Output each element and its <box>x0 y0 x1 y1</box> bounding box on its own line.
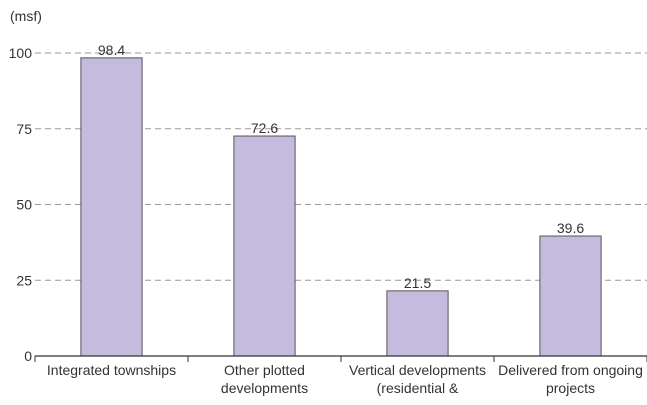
bar <box>80 57 143 357</box>
y-tick-label: 75 <box>16 121 32 137</box>
y-axis-ticks: 0 25 50 75 100 <box>9 45 33 364</box>
data-label: 98.4 <box>98 42 125 58</box>
x-tick-label: projects <box>546 380 595 396</box>
x-tick-label: developments <box>221 380 308 396</box>
data-label: 21.5 <box>404 275 431 291</box>
y-tick-label: 25 <box>16 272 32 288</box>
x-tick-label: Delivered from ongoing <box>498 362 643 378</box>
y-axis-unit-label: (msf) <box>10 8 42 24</box>
x-tick-label: Vertical developments <box>349 362 486 378</box>
bar <box>233 135 296 357</box>
bar <box>386 290 449 357</box>
x-axis-labels: Integrated townships Other plotted develop… <box>47 362 643 396</box>
x-tick-label: Other plotted <box>224 362 305 378</box>
value-labels: 98.4 72.6 21.5 39.6 <box>98 42 584 291</box>
y-tick-label: 100 <box>9 45 33 61</box>
bars <box>80 57 602 357</box>
x-tick-label: Integrated townships <box>47 362 176 378</box>
bar <box>539 235 602 357</box>
x-axis <box>34 355 647 362</box>
data-label: 72.6 <box>251 120 278 136</box>
x-tick-label: (residential & <box>377 380 459 396</box>
y-tick-label: 0 <box>24 348 32 364</box>
y-tick-label: 50 <box>16 197 32 213</box>
data-label: 39.6 <box>557 220 584 236</box>
